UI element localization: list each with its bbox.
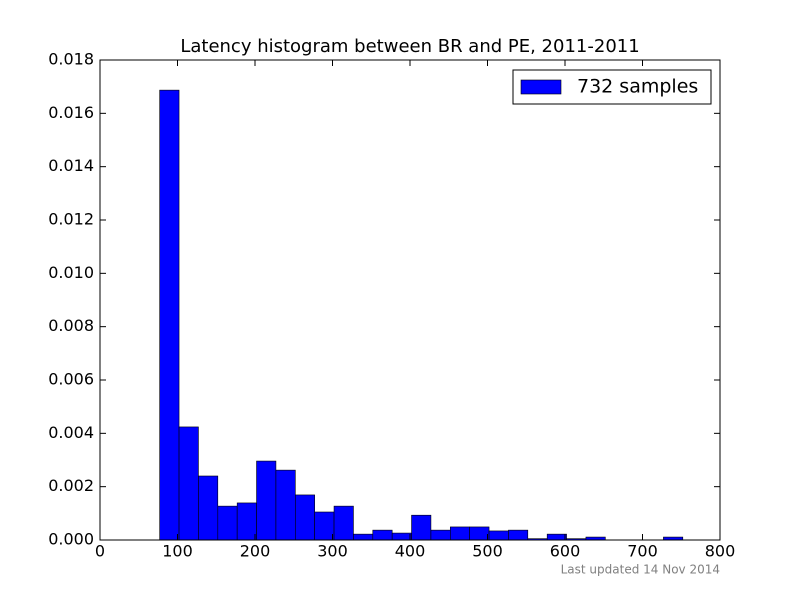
bar xyxy=(449,526,470,541)
y-tick-label: 0.008 xyxy=(48,316,94,335)
x-tick-label: 200 xyxy=(240,542,271,561)
bar xyxy=(275,469,296,541)
legend-swatch xyxy=(520,79,562,95)
chart-title: Latency histogram between BR and PE, 201… xyxy=(180,36,639,57)
legend-label: 732 samples xyxy=(577,76,698,98)
y-tick-label: 0.018 xyxy=(48,50,94,69)
bar xyxy=(294,494,315,541)
x-tick-label: 300 xyxy=(317,542,348,561)
x-tick-label: 600 xyxy=(550,542,581,561)
x-tick-label: 400 xyxy=(395,542,426,561)
bar xyxy=(314,511,335,541)
bar xyxy=(333,505,354,541)
x-tick-label: 0 xyxy=(95,542,105,561)
y-tick-label: 0.002 xyxy=(48,476,94,495)
x-tick-label: 500 xyxy=(472,542,503,561)
bar xyxy=(508,529,529,541)
x-tick-label: 100 xyxy=(162,542,193,561)
bar xyxy=(178,426,199,541)
y-tick-label: 0.012 xyxy=(48,210,94,229)
bar xyxy=(256,460,277,541)
y-tick-label: 0.000 xyxy=(48,530,94,549)
y-tick-label: 0.004 xyxy=(48,423,94,442)
x-tick-label: 700 xyxy=(627,542,658,561)
bar xyxy=(217,505,238,541)
bar xyxy=(159,89,180,541)
bar xyxy=(372,529,393,541)
bar xyxy=(430,529,451,541)
x-tick-label: 800 xyxy=(705,542,736,561)
bar xyxy=(198,475,219,541)
y-tick-label: 0.006 xyxy=(48,370,94,389)
bar xyxy=(469,526,490,541)
bar xyxy=(546,533,567,541)
bar xyxy=(236,502,257,541)
y-tick-label: 0.014 xyxy=(48,156,94,175)
y-tick-label: 0.010 xyxy=(48,263,94,282)
bar xyxy=(488,530,509,541)
bar xyxy=(353,533,374,541)
footnote: Last updated 14 Nov 2014 xyxy=(561,563,720,577)
y-tick-label: 0.016 xyxy=(48,103,94,122)
bar xyxy=(391,532,412,541)
bar xyxy=(411,514,432,541)
